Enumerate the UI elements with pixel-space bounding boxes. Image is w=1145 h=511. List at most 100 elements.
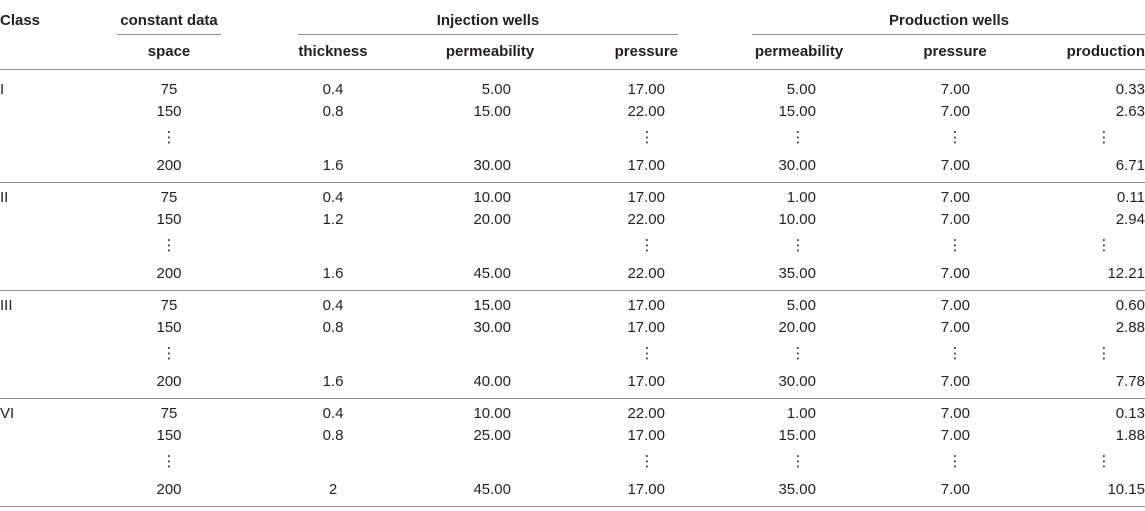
cell-prod-permeability: 15.00 <box>778 427 816 444</box>
cell-inj-permeability: 20.00 <box>473 211 511 228</box>
cell-prod-permeability: 35.00 <box>778 481 816 498</box>
injection-wells-underline <box>298 34 678 35</box>
cell-inj-pressure: 17.00 <box>627 189 665 206</box>
ellipsis-prod-permeability: ⋮ <box>790 453 806 470</box>
cell-prod-permeability: 5.00 <box>786 81 816 98</box>
cell-thickness: 0.8 <box>322 427 344 444</box>
cell-thickness: 0.4 <box>322 297 344 314</box>
cell-thickness: 1.2 <box>322 211 344 228</box>
cell-prod-pressure: 7.00 <box>940 211 970 228</box>
ellipsis-inj-pressure: ⋮ <box>639 129 655 146</box>
cell-inj-pressure: 17.00 <box>627 297 665 314</box>
cell-space: 150 <box>156 319 182 336</box>
cell-inj-pressure: 22.00 <box>627 265 665 282</box>
cell-inj-permeability: 45.00 <box>473 481 511 498</box>
cell-space: 200 <box>156 373 182 390</box>
header-bottom-rule <box>0 69 1145 70</box>
cell-space: 150 <box>156 427 182 444</box>
cell-inj-permeability: 45.00 <box>473 265 511 282</box>
ellipsis-prod-pressure: ⋮ <box>947 453 963 470</box>
cell-prod-pressure: 7.00 <box>940 189 970 206</box>
cell-production: 2.63 <box>1115 103 1145 120</box>
cell-prod-pressure: 7.00 <box>940 405 970 422</box>
cell-inj-pressure: 22.00 <box>627 211 665 228</box>
cell-production: 0.11 <box>1116 189 1145 206</box>
cell-production: 2.88 <box>1115 319 1145 336</box>
header-inj-pressure: pressure <box>614 43 678 60</box>
ellipsis-inj-pressure: ⋮ <box>639 237 655 254</box>
cell-production: 10.15 <box>1107 481 1145 498</box>
cell-prod-permeability: 1.00 <box>786 405 816 422</box>
cell-thickness: 2 <box>328 481 338 498</box>
constant-data-underline <box>117 34 221 35</box>
cell-inj-permeability: 15.00 <box>473 297 511 314</box>
cell-inj-permeability: 15.00 <box>473 103 511 120</box>
cell-space: 75 <box>160 405 178 422</box>
ellipsis-prod-pressure: ⋮ <box>947 129 963 146</box>
header-injection-wells: Injection wells <box>436 12 540 29</box>
cell-inj-pressure: 22.00 <box>627 405 665 422</box>
cell-thickness: 0.4 <box>322 189 344 206</box>
group-separator <box>0 290 1145 291</box>
ellipsis-prod-pressure: ⋮ <box>947 345 963 362</box>
cell-space: 150 <box>156 103 182 120</box>
cell-production: 0.13 <box>1115 405 1145 422</box>
cell-production: 1.88 <box>1115 427 1145 444</box>
cell-prod-pressure: 7.00 <box>940 319 970 336</box>
cell-production: 2.94 <box>1115 211 1145 228</box>
table-bottom-rule <box>0 506 1145 507</box>
cell-production: 7.78 <box>1115 373 1145 390</box>
cell-prod-pressure: 7.00 <box>940 81 970 98</box>
cell-inj-pressure: 17.00 <box>627 319 665 336</box>
production-wells-underline <box>752 34 1145 35</box>
cell-space: 75 <box>160 297 178 314</box>
ellipsis-prod-pressure: ⋮ <box>947 237 963 254</box>
ellipsis-production: ⋮ <box>1096 345 1112 362</box>
cell-inj-permeability: 40.00 <box>473 373 511 390</box>
class-label: I <box>0 81 5 98</box>
cell-prod-permeability: 10.00 <box>778 211 816 228</box>
cell-inj-pressure: 17.00 <box>627 481 665 498</box>
ellipsis-prod-permeability: ⋮ <box>790 345 806 362</box>
cell-production: 6.71 <box>1115 157 1145 174</box>
cell-prod-permeability: 30.00 <box>778 157 816 174</box>
cell-prod-pressure: 7.00 <box>940 103 970 120</box>
header-space: space <box>147 43 191 60</box>
ellipsis-production: ⋮ <box>1096 129 1112 146</box>
cell-inj-permeability: 30.00 <box>473 157 511 174</box>
cell-space: 75 <box>160 189 178 206</box>
cell-prod-pressure: 7.00 <box>940 481 970 498</box>
cell-thickness: 1.6 <box>322 373 344 390</box>
ellipsis-space: ⋮ <box>161 237 177 254</box>
ellipsis-production: ⋮ <box>1096 237 1112 254</box>
cell-prod-permeability: 5.00 <box>786 297 816 314</box>
class-label: III <box>0 297 13 314</box>
cell-inj-pressure: 22.00 <box>627 103 665 120</box>
header-thickness: thickness <box>298 43 368 60</box>
ellipsis-space: ⋮ <box>161 129 177 146</box>
header-production: production <box>1066 43 1145 60</box>
class-label: II <box>0 189 9 206</box>
cell-prod-pressure: 7.00 <box>940 427 970 444</box>
class-label: VI <box>0 405 15 422</box>
cell-production: 0.60 <box>1115 297 1145 314</box>
ellipsis-space: ⋮ <box>161 453 177 470</box>
header-prod-pressure: pressure <box>923 43 987 60</box>
header-inj-permeability: permeability <box>445 43 535 60</box>
cell-inj-permeability: 5.00 <box>481 81 511 98</box>
header-class: Class <box>0 12 41 29</box>
cell-thickness: 0.8 <box>322 103 344 120</box>
cell-thickness: 0.4 <box>322 81 344 98</box>
cell-inj-pressure: 17.00 <box>627 81 665 98</box>
group-separator <box>0 182 1145 183</box>
cell-space: 150 <box>156 211 182 228</box>
cell-inj-permeability: 25.00 <box>473 427 511 444</box>
cell-space: 200 <box>156 265 182 282</box>
ellipsis-prod-permeability: ⋮ <box>790 237 806 254</box>
cell-prod-permeability: 35.00 <box>778 265 816 282</box>
header-production-wells: Production wells <box>888 12 1010 29</box>
ellipsis-production: ⋮ <box>1096 453 1112 470</box>
cell-space: 200 <box>156 481 182 498</box>
ellipsis-inj-pressure: ⋮ <box>639 453 655 470</box>
header-constant-data: constant data <box>120 12 218 29</box>
